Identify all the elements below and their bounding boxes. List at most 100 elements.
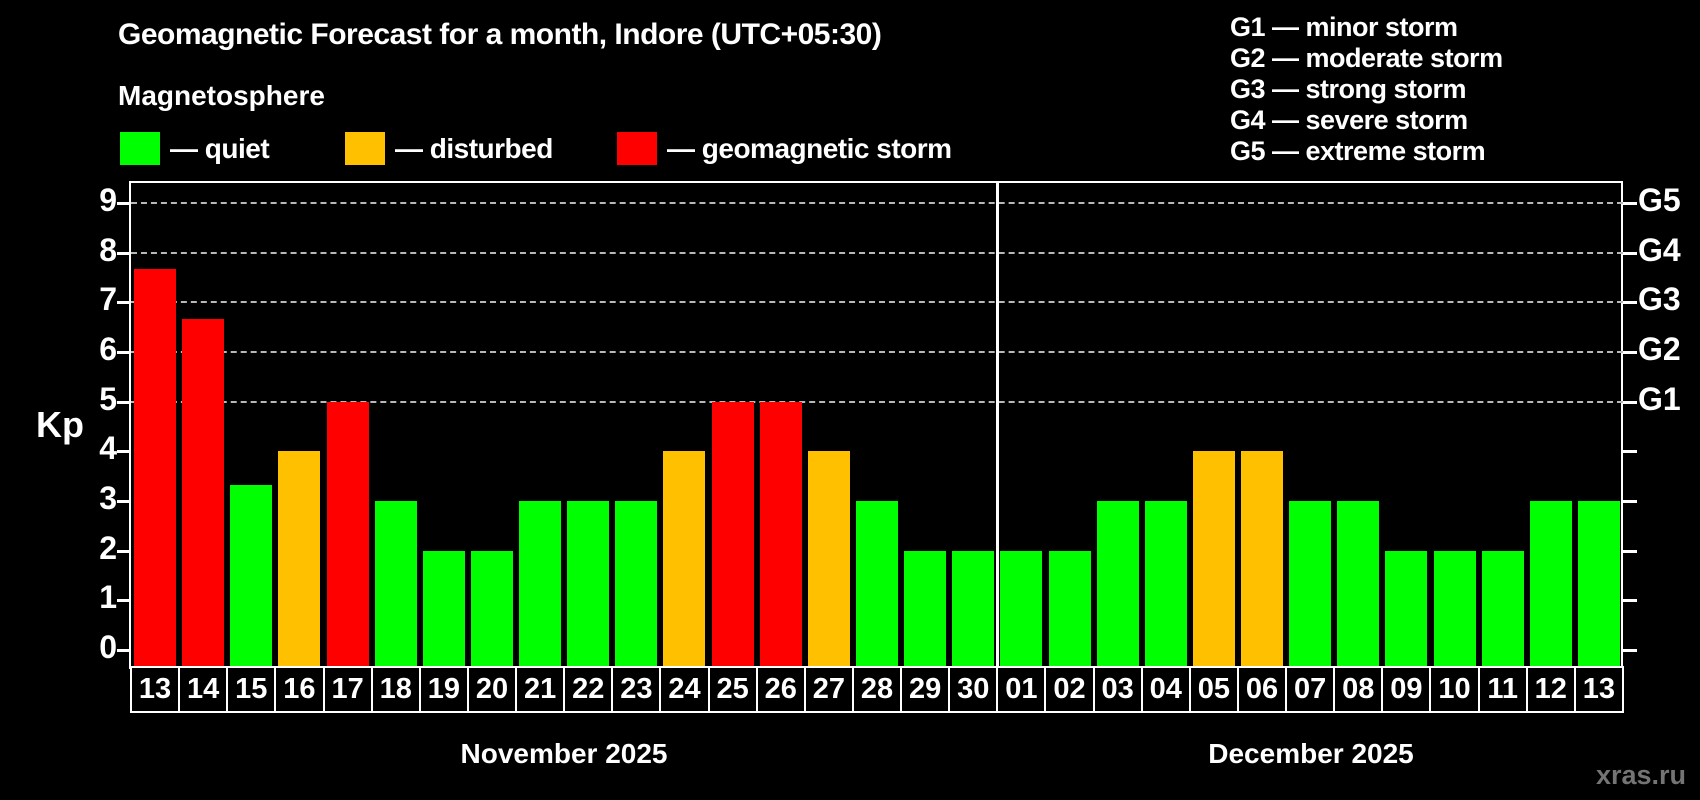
date-label: 25 bbox=[707, 666, 758, 713]
g-axis-tick bbox=[1623, 649, 1637, 652]
date-label: 27 bbox=[803, 666, 854, 713]
g-axis-label: G3 bbox=[1638, 281, 1681, 318]
y-axis-tick bbox=[117, 599, 131, 603]
gridline bbox=[131, 202, 1623, 204]
date-label: 10 bbox=[1429, 666, 1480, 713]
date-label: 06 bbox=[1236, 666, 1288, 713]
legend-item-quiet: — quiet bbox=[120, 132, 270, 165]
legend-label-disturbed: — disturbed bbox=[395, 132, 553, 164]
y-axis-label: 1 bbox=[99, 579, 117, 616]
kp-bar bbox=[759, 401, 802, 667]
g-axis-tick bbox=[1623, 202, 1637, 205]
g-axis-tick bbox=[1623, 599, 1637, 603]
y-axis-label: 2 bbox=[99, 529, 117, 566]
y-axis-tick bbox=[117, 351, 131, 354]
kp-bar bbox=[278, 451, 321, 667]
kp-bar bbox=[1481, 550, 1524, 667]
date-label: 22 bbox=[563, 666, 614, 713]
date-label: 21 bbox=[515, 666, 566, 713]
y-axis-tick bbox=[117, 301, 131, 305]
kp-bar bbox=[182, 318, 225, 667]
g-axis-tick bbox=[1623, 400, 1637, 404]
kp-bar bbox=[519, 501, 562, 667]
date-label: 26 bbox=[755, 666, 806, 713]
disturbed-color-swatch bbox=[345, 132, 385, 165]
kp-bar bbox=[615, 501, 658, 667]
y-axis-tick bbox=[117, 202, 131, 205]
kp-bar bbox=[1241, 451, 1284, 667]
g-scale-legend-line: G3 — strong storm bbox=[1230, 74, 1467, 104]
g-axis-tick bbox=[1623, 450, 1637, 454]
legend-label-quiet: — quiet bbox=[170, 132, 270, 164]
month-label-december: December 2025 bbox=[1208, 738, 1414, 769]
kp-bar bbox=[1385, 550, 1428, 667]
date-label: 04 bbox=[1140, 666, 1191, 713]
kp-bar bbox=[711, 401, 754, 667]
y-axis-label: 9 bbox=[99, 182, 117, 218]
g-axis-label: G5 bbox=[1638, 182, 1681, 218]
gridline bbox=[131, 351, 1623, 353]
g-scale-legend: G1 — minor storm G2 — moderate storm G3 … bbox=[1230, 12, 1503, 167]
date-label: 16 bbox=[274, 666, 325, 713]
date-label: 15 bbox=[226, 666, 277, 713]
date-label: 30 bbox=[948, 666, 999, 713]
kp-bar bbox=[567, 501, 610, 667]
kp-bar bbox=[422, 550, 465, 667]
kp-bar bbox=[1096, 501, 1139, 667]
y-axis-label: 3 bbox=[99, 480, 117, 516]
date-label: 01 bbox=[996, 666, 1047, 713]
date-label: 13 bbox=[130, 666, 181, 713]
date-label: 18 bbox=[370, 666, 421, 713]
kp-bar bbox=[1289, 501, 1332, 667]
y-axis-tick bbox=[117, 549, 131, 553]
y-axis-tick bbox=[117, 500, 131, 503]
watermark-xras: xras.ru bbox=[1595, 760, 1686, 790]
g-axis-tick bbox=[1623, 251, 1637, 255]
kp-bar bbox=[326, 401, 369, 667]
kp-bar bbox=[952, 550, 995, 667]
g-axis-label: G1 bbox=[1638, 380, 1681, 417]
g-scale-legend-line: G4 — severe storm bbox=[1230, 105, 1468, 135]
date-label: 24 bbox=[659, 666, 710, 713]
date-label: 02 bbox=[1044, 666, 1095, 713]
subtitle-magnetosphere: Magnetosphere bbox=[118, 80, 325, 111]
date-label: 11 bbox=[1477, 666, 1528, 713]
kp-bar bbox=[230, 484, 273, 667]
kp-axis-title: Kp bbox=[36, 404, 84, 445]
g-scale-legend-line: G5 — extreme storm bbox=[1230, 136, 1486, 166]
date-label: 17 bbox=[322, 666, 373, 713]
legend-item-disturbed: — disturbed bbox=[345, 132, 553, 165]
kp-bar bbox=[1192, 451, 1235, 667]
kp-bar bbox=[1337, 501, 1380, 667]
y-axis-label: 6 bbox=[99, 331, 117, 367]
y-axis-label: 8 bbox=[99, 231, 117, 268]
g-scale-legend-line: G1 — minor storm bbox=[1230, 12, 1458, 42]
date-label: 14 bbox=[178, 666, 229, 713]
date-label: 12 bbox=[1525, 666, 1576, 713]
date-label: 23 bbox=[611, 666, 662, 713]
y-axis-label: 4 bbox=[99, 430, 117, 467]
kp-bar bbox=[904, 550, 947, 667]
kp-bar bbox=[374, 501, 417, 667]
date-label: 20 bbox=[466, 666, 518, 713]
kp-bar bbox=[134, 269, 177, 667]
date-label: 05 bbox=[1188, 666, 1239, 713]
y-axis-tick bbox=[117, 450, 131, 454]
gridline bbox=[131, 251, 1623, 254]
storm-color-swatch bbox=[617, 132, 657, 165]
kp-bar bbox=[807, 451, 850, 667]
kp-bar bbox=[1144, 501, 1187, 667]
date-label: 28 bbox=[851, 666, 903, 713]
kp-bar bbox=[1048, 550, 1091, 667]
date-label: 07 bbox=[1285, 666, 1336, 713]
legend-item-storm: — geomagnetic storm bbox=[617, 132, 952, 165]
date-label: 29 bbox=[900, 666, 951, 713]
kp-bar bbox=[1529, 501, 1572, 667]
kp-bar bbox=[1433, 550, 1476, 667]
date-label: 03 bbox=[1092, 666, 1143, 713]
g-axis-label: G4 bbox=[1638, 231, 1681, 268]
date-label: 19 bbox=[418, 666, 469, 713]
y-axis-tick bbox=[117, 251, 131, 255]
g-axis-tick bbox=[1623, 500, 1637, 503]
month-label-november: November 2025 bbox=[460, 738, 668, 769]
